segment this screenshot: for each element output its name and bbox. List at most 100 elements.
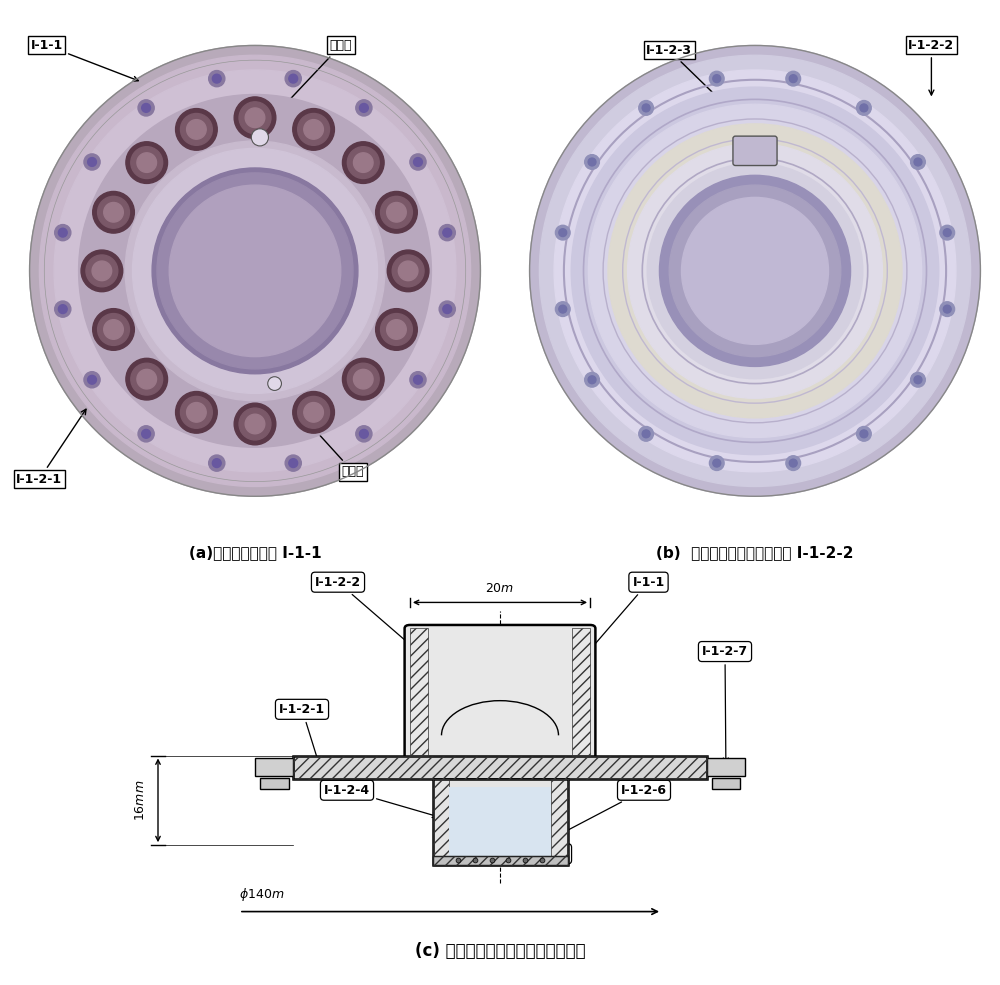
Circle shape [304, 403, 323, 423]
Circle shape [559, 229, 567, 236]
Circle shape [212, 74, 221, 83]
Bar [293, 755, 707, 779]
FancyBboxPatch shape [733, 136, 777, 165]
Circle shape [709, 456, 724, 471]
Circle shape [169, 185, 341, 357]
Text: I-1-2-3: I-1-2-3 [646, 44, 752, 131]
Circle shape [98, 313, 129, 346]
Circle shape [138, 99, 154, 116]
Circle shape [234, 403, 276, 445]
Circle shape [342, 359, 384, 400]
Circle shape [857, 100, 871, 115]
Circle shape [126, 359, 168, 400]
Circle shape [187, 119, 206, 139]
Circle shape [88, 375, 96, 384]
Circle shape [93, 308, 134, 351]
Circle shape [239, 101, 271, 134]
Circle shape [443, 304, 452, 313]
FancyBboxPatch shape [405, 624, 595, 759]
Circle shape [289, 74, 298, 83]
Circle shape [943, 229, 951, 236]
Circle shape [157, 173, 353, 368]
Circle shape [93, 191, 134, 233]
Circle shape [251, 129, 268, 146]
Circle shape [180, 396, 212, 428]
Bar [433, 856, 568, 866]
Circle shape [347, 363, 379, 395]
Circle shape [381, 313, 412, 346]
Circle shape [88, 158, 96, 166]
Circle shape [104, 320, 123, 339]
Circle shape [359, 103, 368, 112]
Circle shape [860, 429, 868, 437]
Text: $20m$: $20m$ [485, 582, 515, 596]
Circle shape [298, 396, 330, 428]
Circle shape [639, 100, 653, 115]
Circle shape [786, 456, 801, 471]
Circle shape [943, 305, 951, 313]
Circle shape [30, 45, 480, 496]
Bar [551, 779, 568, 866]
Text: (a)气敏传感器阵列 I-1-1: (a)气敏传感器阵列 I-1-1 [189, 546, 321, 560]
Circle shape [381, 196, 412, 229]
Circle shape [356, 426, 372, 442]
Circle shape [588, 376, 596, 384]
Circle shape [304, 119, 323, 139]
Circle shape [293, 108, 334, 151]
Circle shape [709, 71, 724, 86]
Circle shape [356, 99, 372, 116]
Text: I-1-2-6: I-1-2-6 [562, 784, 667, 833]
Circle shape [398, 261, 418, 281]
Circle shape [81, 250, 123, 292]
Circle shape [713, 459, 721, 467]
Circle shape [125, 141, 385, 401]
Circle shape [914, 376, 922, 384]
Circle shape [180, 113, 212, 146]
Circle shape [414, 375, 422, 384]
Circle shape [659, 175, 851, 366]
Circle shape [347, 147, 379, 178]
Circle shape [555, 301, 570, 316]
Circle shape [530, 45, 980, 496]
Circle shape [209, 455, 225, 471]
Circle shape [554, 70, 956, 472]
Circle shape [414, 158, 422, 166]
Circle shape [104, 203, 123, 222]
Circle shape [559, 305, 567, 313]
Text: I-1-1: I-1-1 [31, 39, 138, 81]
Bar [410, 628, 428, 755]
Circle shape [176, 108, 217, 151]
Text: (b)  气敏传感器环形工作腔盖 I-1-2-2: (b) 气敏传感器环形工作腔盖 I-1-2-2 [656, 546, 854, 560]
Circle shape [555, 226, 570, 240]
Text: $16mm$: $16mm$ [134, 780, 147, 821]
Circle shape [353, 153, 373, 172]
Circle shape [268, 376, 281, 390]
Circle shape [647, 164, 863, 378]
Circle shape [176, 391, 217, 433]
Circle shape [387, 250, 429, 292]
Text: I-1-2-1: I-1-2-1 [279, 703, 325, 763]
Circle shape [940, 226, 955, 240]
Circle shape [571, 87, 939, 455]
Circle shape [713, 75, 721, 83]
Circle shape [212, 459, 221, 468]
Circle shape [245, 415, 265, 433]
Circle shape [439, 301, 455, 317]
Circle shape [152, 168, 358, 373]
Bar [293, 755, 707, 779]
Text: I-1-2-1: I-1-2-1 [16, 409, 86, 486]
Text: I-1-2-5: I-1-2-5 [522, 847, 568, 861]
Circle shape [359, 429, 368, 438]
Circle shape [353, 369, 373, 389]
Bar [712, 777, 740, 789]
Circle shape [443, 229, 452, 237]
Bar [449, 787, 551, 863]
Circle shape [857, 427, 871, 441]
Circle shape [131, 147, 163, 178]
Circle shape [293, 391, 334, 433]
Bar [260, 777, 289, 789]
Circle shape [585, 155, 599, 169]
Circle shape [138, 426, 154, 442]
Circle shape [131, 363, 163, 395]
Circle shape [84, 154, 100, 170]
